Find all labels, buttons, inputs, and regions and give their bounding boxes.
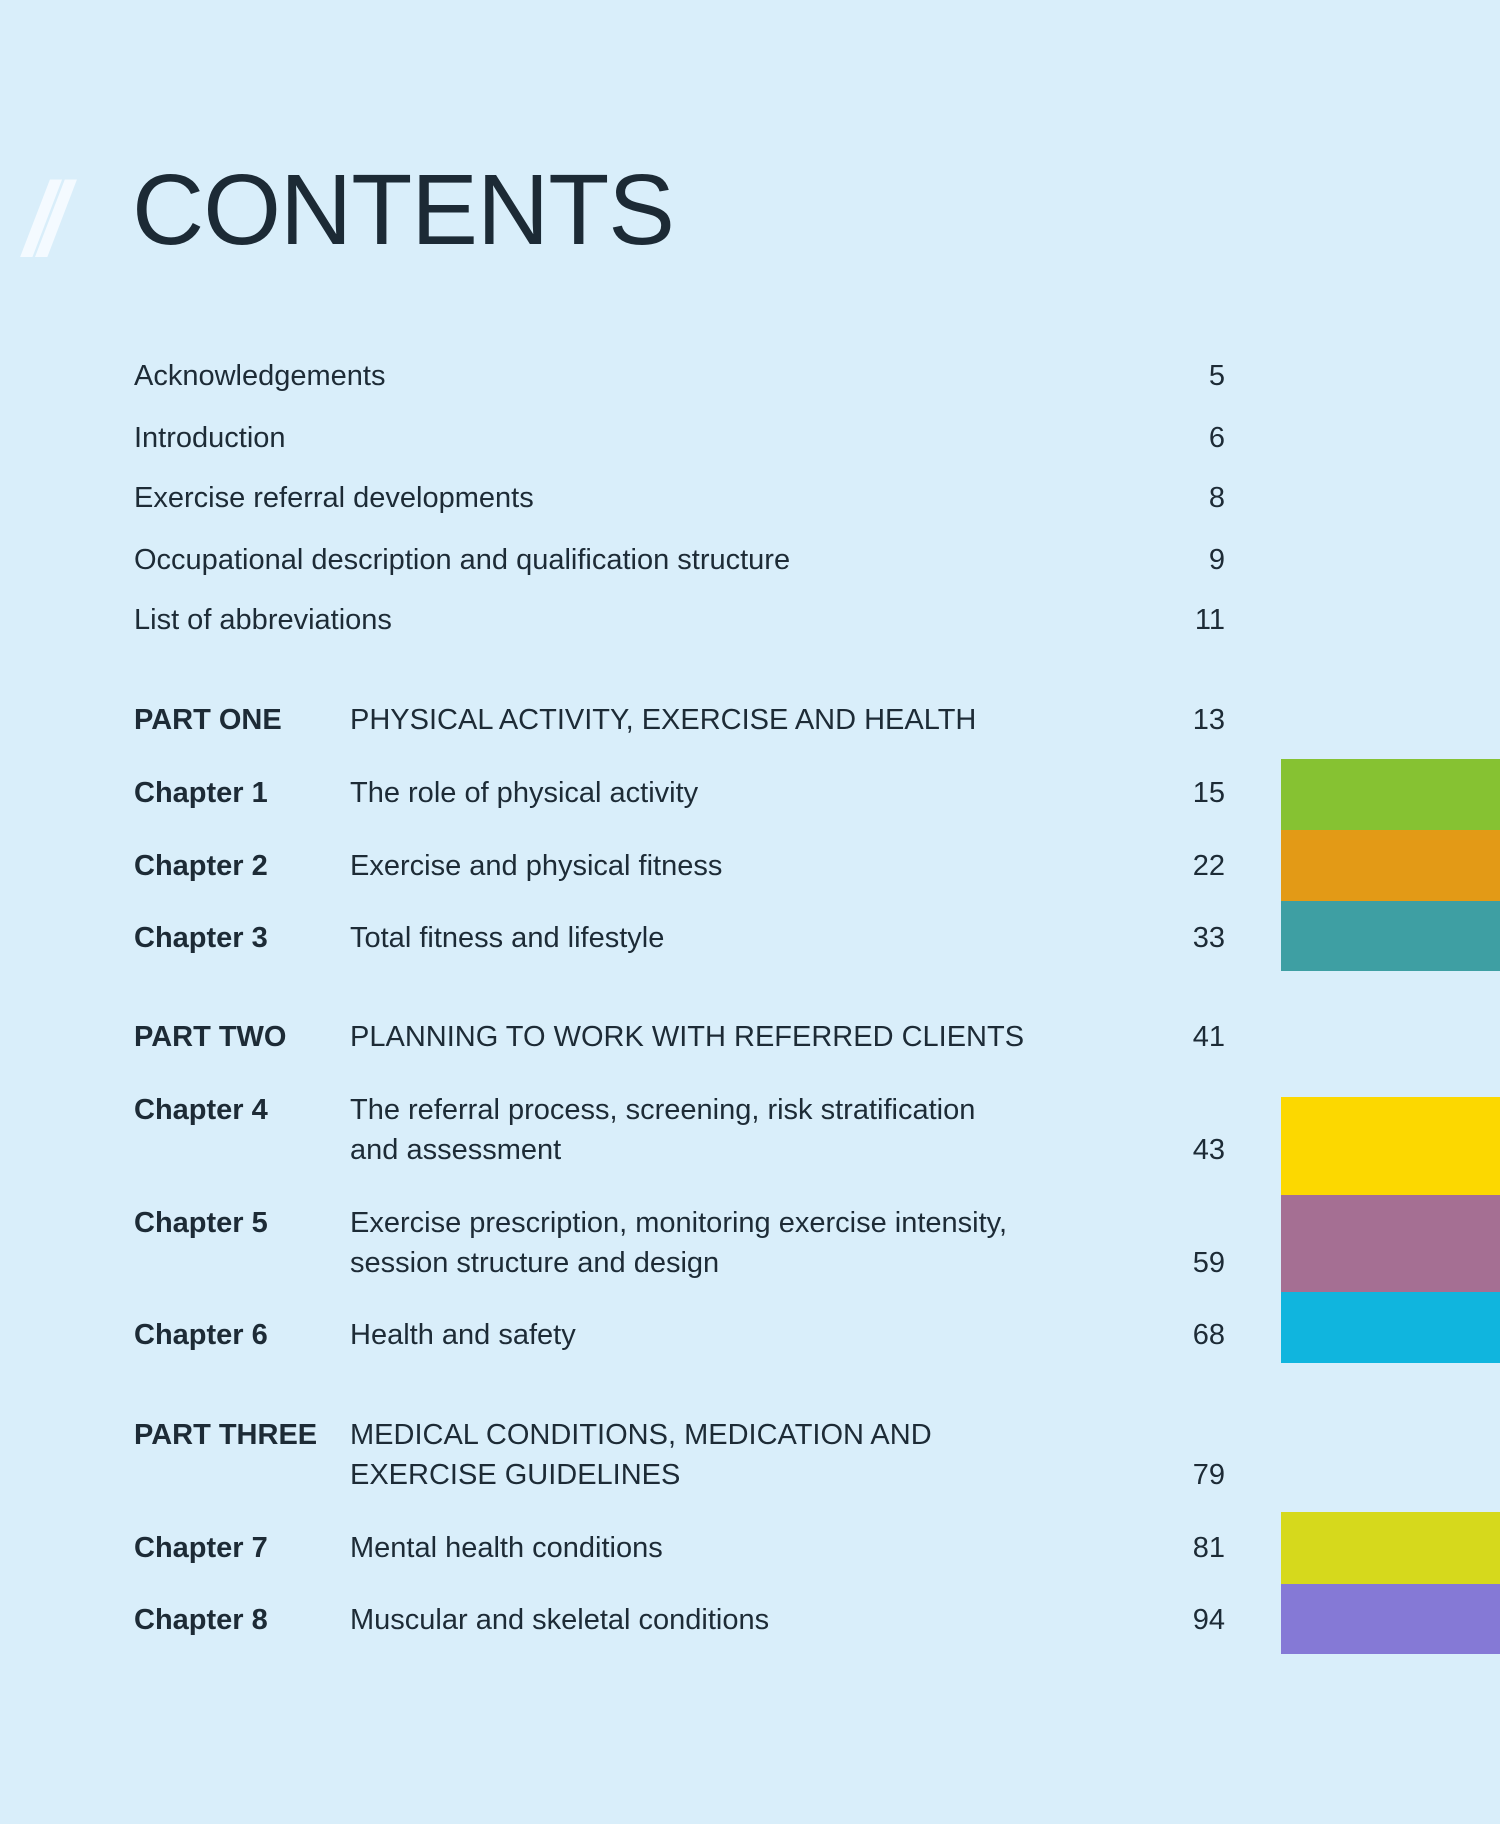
part-title: PLANNING TO WORK WITH REFERRED CLIENTS (350, 1021, 1025, 1053)
chapter-label: Chapter 1 (134, 777, 268, 809)
page-number: 15 (1192, 777, 1225, 809)
page-number: 9 (1208, 544, 1225, 576)
page-number: 5 (1208, 360, 1225, 392)
chapter-3-color-tab (1281, 901, 1500, 971)
chapter-title: Muscular and skeletal conditions (350, 1604, 770, 1636)
page-number: 33 (1192, 922, 1225, 954)
part-label: PART ONE (134, 704, 282, 736)
chapter-7-color-tab (1281, 1512, 1500, 1584)
chapter-title: The role of physical activity (350, 777, 699, 809)
chapter-8-color-tab (1281, 1584, 1500, 1654)
page-number: 81 (1192, 1532, 1225, 1564)
entry-title: Exercise referral developments (134, 482, 534, 514)
page-number: 8 (1208, 482, 1225, 514)
part-title-line2: EXERCISE GUIDELINES (350, 1459, 681, 1491)
part-title: PHYSICAL ACTIVITY, EXERCISE AND HEALTH (350, 704, 977, 736)
chapter-label: Chapter 8 (134, 1604, 268, 1636)
entry-title: Introduction (134, 422, 286, 454)
slash-decoration: // (24, 162, 68, 278)
chapter-title: Total fitness and lifestyle (350, 922, 665, 954)
chapter-title: Exercise and physical fitness (350, 850, 723, 882)
chapter-title-line2: session structure and design (350, 1247, 720, 1279)
part-label: PART TWO (134, 1021, 287, 1053)
chapter-label: Chapter 3 (134, 922, 268, 954)
chapter-label: Chapter 7 (134, 1532, 268, 1564)
chapter-6-color-tab (1281, 1292, 1500, 1363)
page-number: 41 (1192, 1021, 1225, 1053)
page-number: 79 (1192, 1459, 1225, 1491)
chapter-title: Mental health conditions (350, 1532, 663, 1564)
chapter-title-line1: The referral process, screening, risk st… (350, 1094, 976, 1126)
entry-title: Occupational description and qualificati… (134, 544, 791, 576)
entry-title: Acknowledgements (134, 360, 386, 392)
page-number: 22 (1192, 850, 1225, 882)
entry-title: List of abbreviations (134, 604, 392, 636)
chapter-5-color-tab (1281, 1195, 1500, 1292)
page-number: 43 (1192, 1134, 1225, 1166)
page-number: 68 (1192, 1319, 1225, 1351)
page-number: 94 (1192, 1604, 1225, 1636)
chapter-1-color-tab (1281, 759, 1500, 830)
page-number: 6 (1208, 422, 1225, 454)
part-label: PART THREE (134, 1419, 318, 1451)
chapter-title-line1: Exercise prescription, monitoring exerci… (350, 1207, 1008, 1239)
chapter-title: Health and safety (350, 1319, 576, 1351)
chapter-title-line2: and assessment (350, 1134, 562, 1166)
chapter-4-color-tab (1281, 1097, 1500, 1195)
chapter-label: Chapter 5 (134, 1207, 268, 1239)
page-number: 59 (1192, 1247, 1225, 1279)
page-number: 11 (1194, 604, 1225, 636)
chapter-label: Chapter 2 (134, 850, 268, 882)
page-number: 13 (1192, 704, 1225, 736)
page-title: CONTENTS (132, 154, 675, 266)
chapter-label: Chapter 6 (134, 1319, 268, 1351)
chapter-label: Chapter 4 (134, 1094, 268, 1126)
part-title-line1: MEDICAL CONDITIONS, MEDICATION AND (350, 1419, 932, 1451)
chapter-2-color-tab (1281, 830, 1500, 901)
